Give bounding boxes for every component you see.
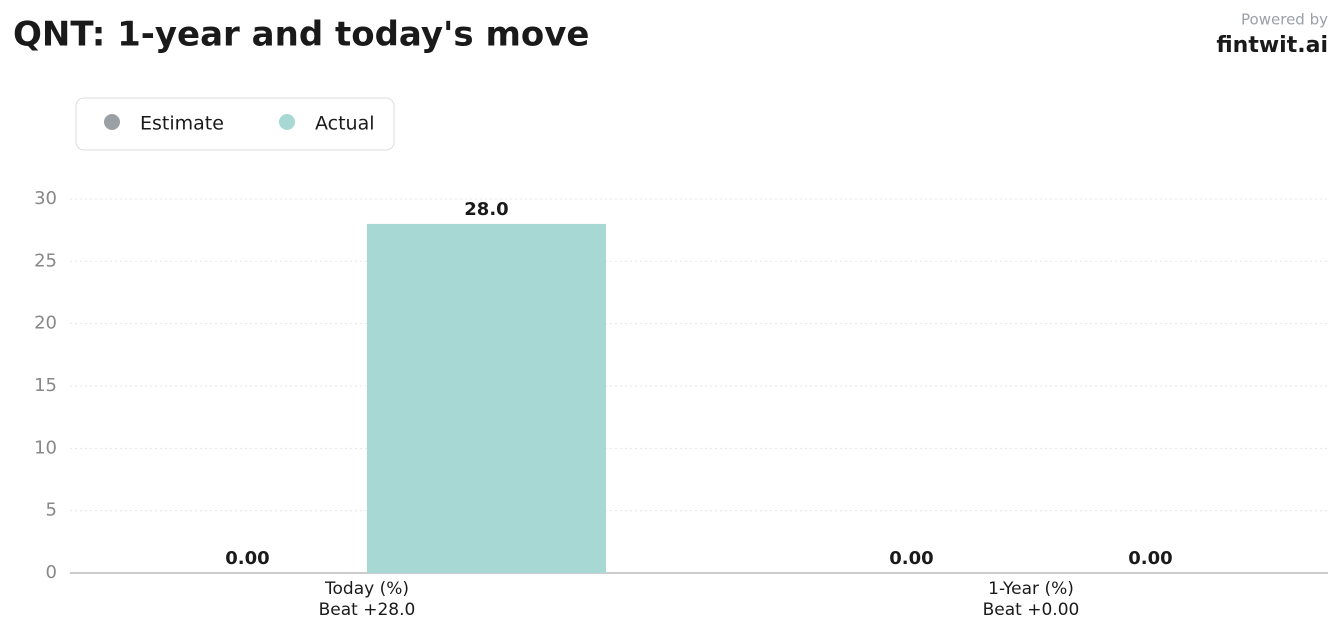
legend-box xyxy=(75,97,395,151)
y-tick-label: 0 xyxy=(46,562,57,583)
y-tick-label: 30 xyxy=(34,188,57,209)
value-label: 0.00 xyxy=(1128,548,1172,569)
value-label: 0.00 xyxy=(889,548,933,569)
legend-marker xyxy=(279,114,295,130)
value-label: 28.0 xyxy=(464,199,508,220)
y-tick-label: 10 xyxy=(34,437,57,458)
brand: fintwit.ai xyxy=(1216,33,1328,58)
y-tick-label: 25 xyxy=(34,250,57,271)
y-tick-label: 5 xyxy=(46,500,57,521)
x-tick-sublabel: Beat +0.00 xyxy=(983,600,1080,620)
value-label: 0.00 xyxy=(225,548,269,569)
powered-by: Powered by xyxy=(1241,11,1328,29)
y-tick-label: 20 xyxy=(34,313,57,334)
x-tick-label: Today (%) xyxy=(324,579,409,599)
x-tick-sublabel: Beat +28.0 xyxy=(319,600,416,620)
chart-title: QNT: 1-year and today's move xyxy=(13,15,590,55)
x-tick-label: 1-Year (%) xyxy=(988,579,1074,599)
legend-marker xyxy=(104,114,120,130)
bar xyxy=(367,223,606,573)
legend-label: Estimate xyxy=(140,113,224,135)
legend-label: Actual xyxy=(315,113,375,135)
y-tick-label: 15 xyxy=(34,375,57,396)
